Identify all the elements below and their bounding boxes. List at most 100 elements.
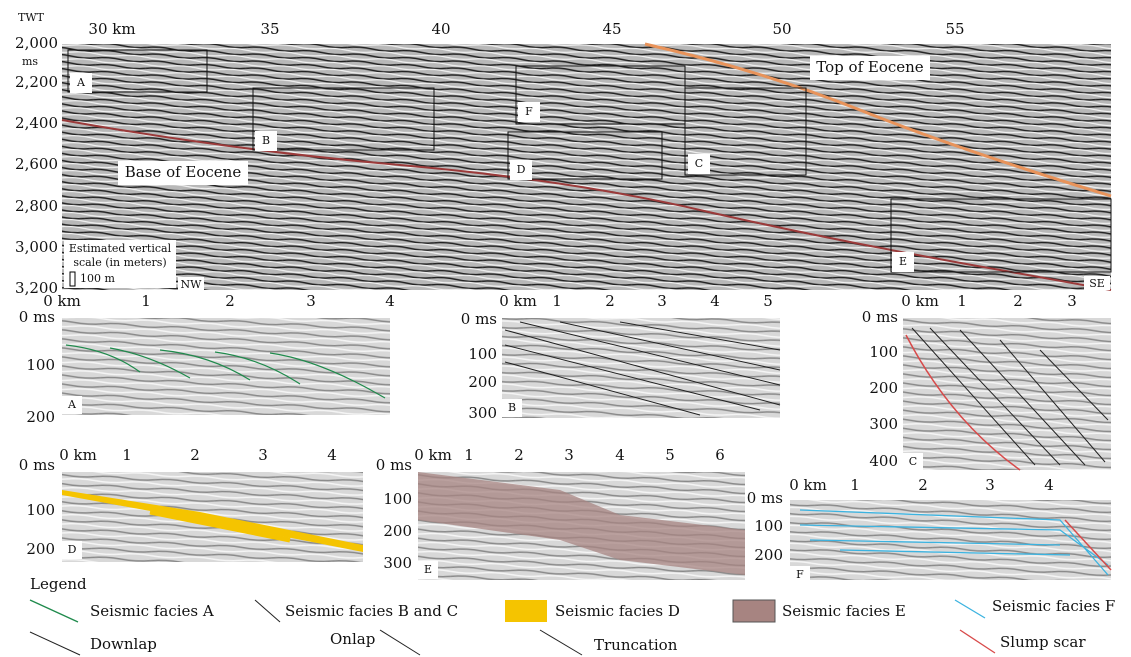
x-tick-label: 3 <box>1067 292 1077 310</box>
legend-icon <box>505 600 547 622</box>
slump-scar <box>905 334 1021 471</box>
horizon-label: Base of Eocene <box>125 163 242 181</box>
x-tick-label: 55 <box>945 20 964 38</box>
y-tick-label: 200 <box>869 379 898 397</box>
panel-label: C <box>909 455 917 468</box>
x-tick-label: 4 <box>327 446 337 464</box>
panel-label: D <box>68 543 77 556</box>
legend-label: Seismic facies D <box>555 602 680 620</box>
panel-image <box>790 500 1111 580</box>
box-label-bg <box>518 102 540 122</box>
panel-label: E <box>424 563 432 576</box>
box-label-bg <box>790 566 810 584</box>
x-tick-label: 35 <box>260 20 279 38</box>
x-tick-label: 1 <box>957 292 967 310</box>
y-tick-label: 0 ms <box>461 310 497 328</box>
legend-label: Seismic facies E <box>782 602 906 620</box>
box-label-bg <box>62 396 82 414</box>
legend-label: Seismic facies F <box>992 597 1115 615</box>
x-tick-label: 1 <box>464 446 474 464</box>
x-tick-label: 45 <box>602 20 621 38</box>
facies-a-lines <box>65 344 386 399</box>
axis-title: TWT <box>18 11 45 24</box>
box-label: D <box>517 163 526 176</box>
x-tick-label: 3 <box>657 292 667 310</box>
x-tick-label: 30 km <box>88 20 135 38</box>
direction-label: NW <box>181 278 203 291</box>
x-tick-label: 1 <box>850 476 860 494</box>
y-tick-label: 400 <box>869 452 898 470</box>
x-tick-label: 50 <box>772 20 791 38</box>
x-tick-label: 4 <box>615 446 625 464</box>
y-tick-label: 2,800 <box>15 197 58 215</box>
scale-text: scale (in meters) <box>73 256 166 269</box>
horizon-label: Top of Eocene <box>816 58 924 76</box>
box-label: B <box>262 134 270 147</box>
x-tick-label: 2 <box>190 446 200 464</box>
inset-box <box>890 198 1112 273</box>
panel-image <box>903 318 1111 470</box>
label-bg <box>1084 276 1110 290</box>
x-tick-label: 0 km <box>59 446 97 464</box>
x-tick-label: 3 <box>258 446 268 464</box>
box-label-bg <box>510 160 532 180</box>
facies-b-lines <box>504 321 781 416</box>
box-label-bg <box>502 399 522 417</box>
inset-box <box>684 87 807 176</box>
x-tick-label: 2 <box>1013 292 1023 310</box>
x-tick-label: 1 <box>141 292 151 310</box>
y-tick-label: 0 ms <box>376 456 412 474</box>
box-label-bg <box>255 131 277 151</box>
direction-label: SE <box>1089 277 1105 290</box>
y-tick-label: 300 <box>468 404 497 422</box>
y-tick-label: 200 <box>383 522 412 540</box>
inset-box <box>507 131 663 180</box>
legend-label: Downlap <box>90 635 157 653</box>
legend-label: Seismic facies B and C <box>285 602 458 620</box>
x-tick-label: 4 <box>385 292 395 310</box>
legend-icon <box>29 599 79 623</box>
legend-icon <box>539 629 583 656</box>
x-tick-label: 0 km <box>901 292 939 310</box>
panel-label: F <box>796 568 804 581</box>
top-eocene-horizon <box>644 42 1112 198</box>
legend-icon <box>959 629 996 654</box>
y-tick-label: 100 <box>26 501 55 519</box>
y-tick-label: 0 ms <box>19 308 55 326</box>
y-tick-label: 100 <box>754 517 783 535</box>
x-tick-label: 0 km <box>43 292 81 310</box>
slump-scar <box>1064 519 1112 571</box>
legend-icon <box>954 599 986 619</box>
x-tick-label: 1 <box>552 292 562 310</box>
box-label-bg <box>418 561 438 579</box>
legend-icon <box>29 631 81 656</box>
panel-label: A <box>67 398 77 411</box>
x-tick-label: 2 <box>918 476 928 494</box>
label-bg <box>810 56 930 80</box>
x-tick-label: 2 <box>605 292 615 310</box>
y-tick-label: 200 <box>26 540 55 558</box>
legend-icons <box>29 599 996 656</box>
x-tick-label: 5 <box>763 292 773 310</box>
y-tick-label: 100 <box>869 343 898 361</box>
x-tick-label: 6 <box>715 446 725 464</box>
label-bg <box>178 277 204 291</box>
base-eocene-horizon <box>61 119 1112 291</box>
y-tick-label: 200 <box>26 408 55 426</box>
y-tick-label: 100 <box>383 490 412 508</box>
box-label: A <box>76 76 86 89</box>
legend-title: Legend <box>30 575 87 593</box>
facies-f-lines <box>799 509 1109 576</box>
y-tick-label: 0 ms <box>747 489 783 507</box>
facies-d-band <box>149 509 291 543</box>
panel-image <box>502 318 780 418</box>
scale-box <box>64 240 176 288</box>
y-tick-label: 200 <box>754 546 783 564</box>
y-tick-label: 3,200 <box>15 279 58 297</box>
box-label: E <box>899 255 907 268</box>
x-tick-label: 0 km <box>499 292 537 310</box>
x-tick-label: 5 <box>665 446 675 464</box>
facies-e-band <box>418 472 745 575</box>
legend-icon <box>379 629 421 656</box>
